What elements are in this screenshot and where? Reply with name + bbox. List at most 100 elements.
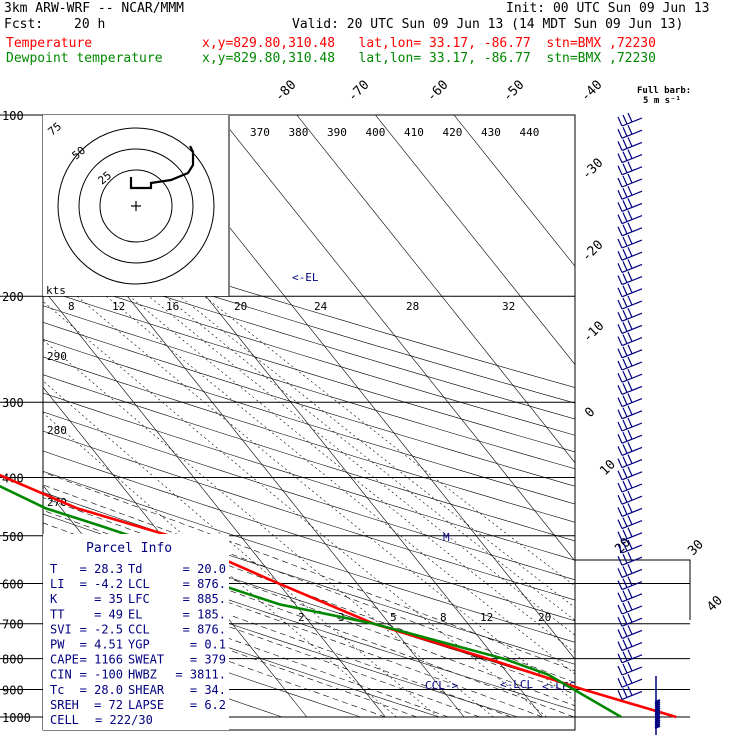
mixing-ratio-label: 8	[68, 300, 75, 313]
parcel-label: HWBZ	[128, 668, 157, 682]
parcel-value: = 876.	[183, 622, 226, 636]
parcel-value: = 28.3	[80, 562, 123, 576]
mixing-ratio-label: 24	[314, 300, 328, 313]
dry-adiabat-line	[43, 289, 575, 453]
wind-barb	[617, 527, 643, 542]
theta-label: 390	[327, 126, 347, 139]
wind-barb	[617, 198, 643, 212]
isotherm-line	[375, 115, 575, 365]
isotherm-line	[296, 115, 575, 464]
wind-barb	[617, 307, 643, 322]
dry-adiabat-line	[43, 242, 575, 404]
wind-barb	[617, 381, 643, 395]
parcel-value: = 3811.	[175, 668, 226, 682]
wind-barb	[617, 283, 643, 298]
parcel-value: = 6.2	[190, 698, 226, 712]
wind-barb	[617, 661, 643, 676]
parcel-label: LFC	[128, 592, 150, 606]
dry-adiabat-line	[43, 305, 575, 470]
pressure-tick-label: 200	[2, 290, 24, 304]
wind-barb	[617, 246, 643, 261]
isotherm-label: 40	[704, 593, 726, 615]
isotherm-label: -50	[500, 78, 527, 105]
dry-adiabat-line	[43, 450, 575, 622]
wind-barb	[617, 344, 643, 359]
parcel-label: Tc	[50, 683, 64, 697]
barb-legend-unit: 5 m s⁻¹	[643, 96, 681, 106]
wind-barb	[617, 112, 643, 127]
hodograph-trace	[129, 145, 195, 190]
parcel-value: = 379	[190, 653, 226, 667]
mixing-ratio-label: 12	[480, 611, 493, 624]
wind-barb	[617, 442, 643, 456]
isotherm-label: 10	[597, 457, 619, 479]
mixing-ratio-line	[179, 295, 575, 608]
wind-barb	[617, 588, 643, 603]
level-marker: CCL->	[425, 679, 458, 692]
lower-frame-edge	[574, 500, 691, 620]
wind-barb	[617, 124, 643, 139]
isotherm-label: -30	[579, 156, 606, 183]
isotherm-label: 30	[685, 537, 707, 559]
forecast-hours: 20 h	[74, 17, 106, 32]
barb-legend-title: Full barb:	[637, 86, 691, 96]
level-marker: <-EL	[292, 271, 319, 284]
moist-adiabat-line	[43, 484, 575, 683]
wind-barb	[617, 259, 643, 273]
hodograph-unit-label: kts	[46, 284, 66, 297]
parcel-info-panel: Parcel Info T = 28.3 Td = 20.0 LI = -4.2 LCL = …	[43, 534, 229, 730]
isotherm-label: -60	[424, 78, 451, 105]
dewpoint-location: x,y=829.80,310.48 lat,lon= 33.17, -86.77…	[202, 51, 656, 66]
parcel-label: LCL	[128, 577, 150, 591]
mixing-ratio-label: 28	[406, 300, 419, 313]
parcel-label: YGP	[128, 638, 150, 652]
parcel-value: = 72	[94, 698, 123, 712]
theta-label: 380	[289, 126, 309, 139]
theta-label: 280	[47, 424, 67, 437]
wind-barb	[617, 222, 643, 237]
parcel-label: LAPSE	[128, 698, 164, 712]
theta-label: 430	[481, 126, 501, 139]
mixing-ratio-label: 5	[390, 611, 397, 624]
dry-adiabat-line	[43, 430, 575, 601]
parcel-label: SVI	[50, 622, 72, 636]
wind-barb	[617, 185, 643, 200]
dry-adiabat-line	[43, 339, 575, 505]
isotherm-label: -40	[578, 78, 605, 105]
mixing-ratio-label: 20	[234, 300, 247, 313]
parcel-value: = 28.0	[80, 683, 123, 697]
dry-adiabat-line	[43, 607, 361, 718]
pressure-tick-label: 800	[2, 653, 24, 667]
isotherm-line	[217, 115, 575, 562]
wind-barb	[617, 271, 643, 286]
parcel-value: = -4.2	[80, 577, 123, 591]
pressure-tick-label: 500	[2, 530, 24, 544]
wind-barb	[617, 600, 643, 615]
parcel-value: = -2.5	[80, 622, 123, 636]
wind-barb	[617, 503, 643, 517]
parcel-label: CAPE	[50, 653, 79, 667]
parcel-label: PW	[50, 638, 65, 652]
wind-barb	[617, 686, 643, 700]
mixing-ratio-line	[148, 295, 575, 636]
parcel-value: = 0.1	[190, 638, 226, 652]
parcel-info-title: Parcel Info	[86, 541, 172, 556]
parcel-value: = -100	[80, 668, 123, 682]
wind-barb	[617, 564, 643, 578]
parcel-value: = 885.	[183, 592, 226, 606]
theta-label: 370	[250, 126, 270, 139]
plot-frame	[42, 114, 576, 731]
isotherm-label: -20	[579, 238, 606, 265]
isotherm-label: -10	[580, 319, 607, 346]
level-marker: M	[443, 531, 450, 544]
mixing-ratio-label: 2	[298, 611, 305, 624]
wind-barb	[617, 637, 643, 652]
pressure-tick-label: 900	[2, 683, 24, 697]
isotherm-line	[43, 288, 386, 718]
forecast-label: Fcst:	[4, 17, 44, 32]
wind-barb	[617, 137, 643, 151]
wind-barb	[617, 612, 643, 627]
wind-barb	[617, 490, 643, 505]
temperature-legend: Temperature	[6, 36, 93, 51]
